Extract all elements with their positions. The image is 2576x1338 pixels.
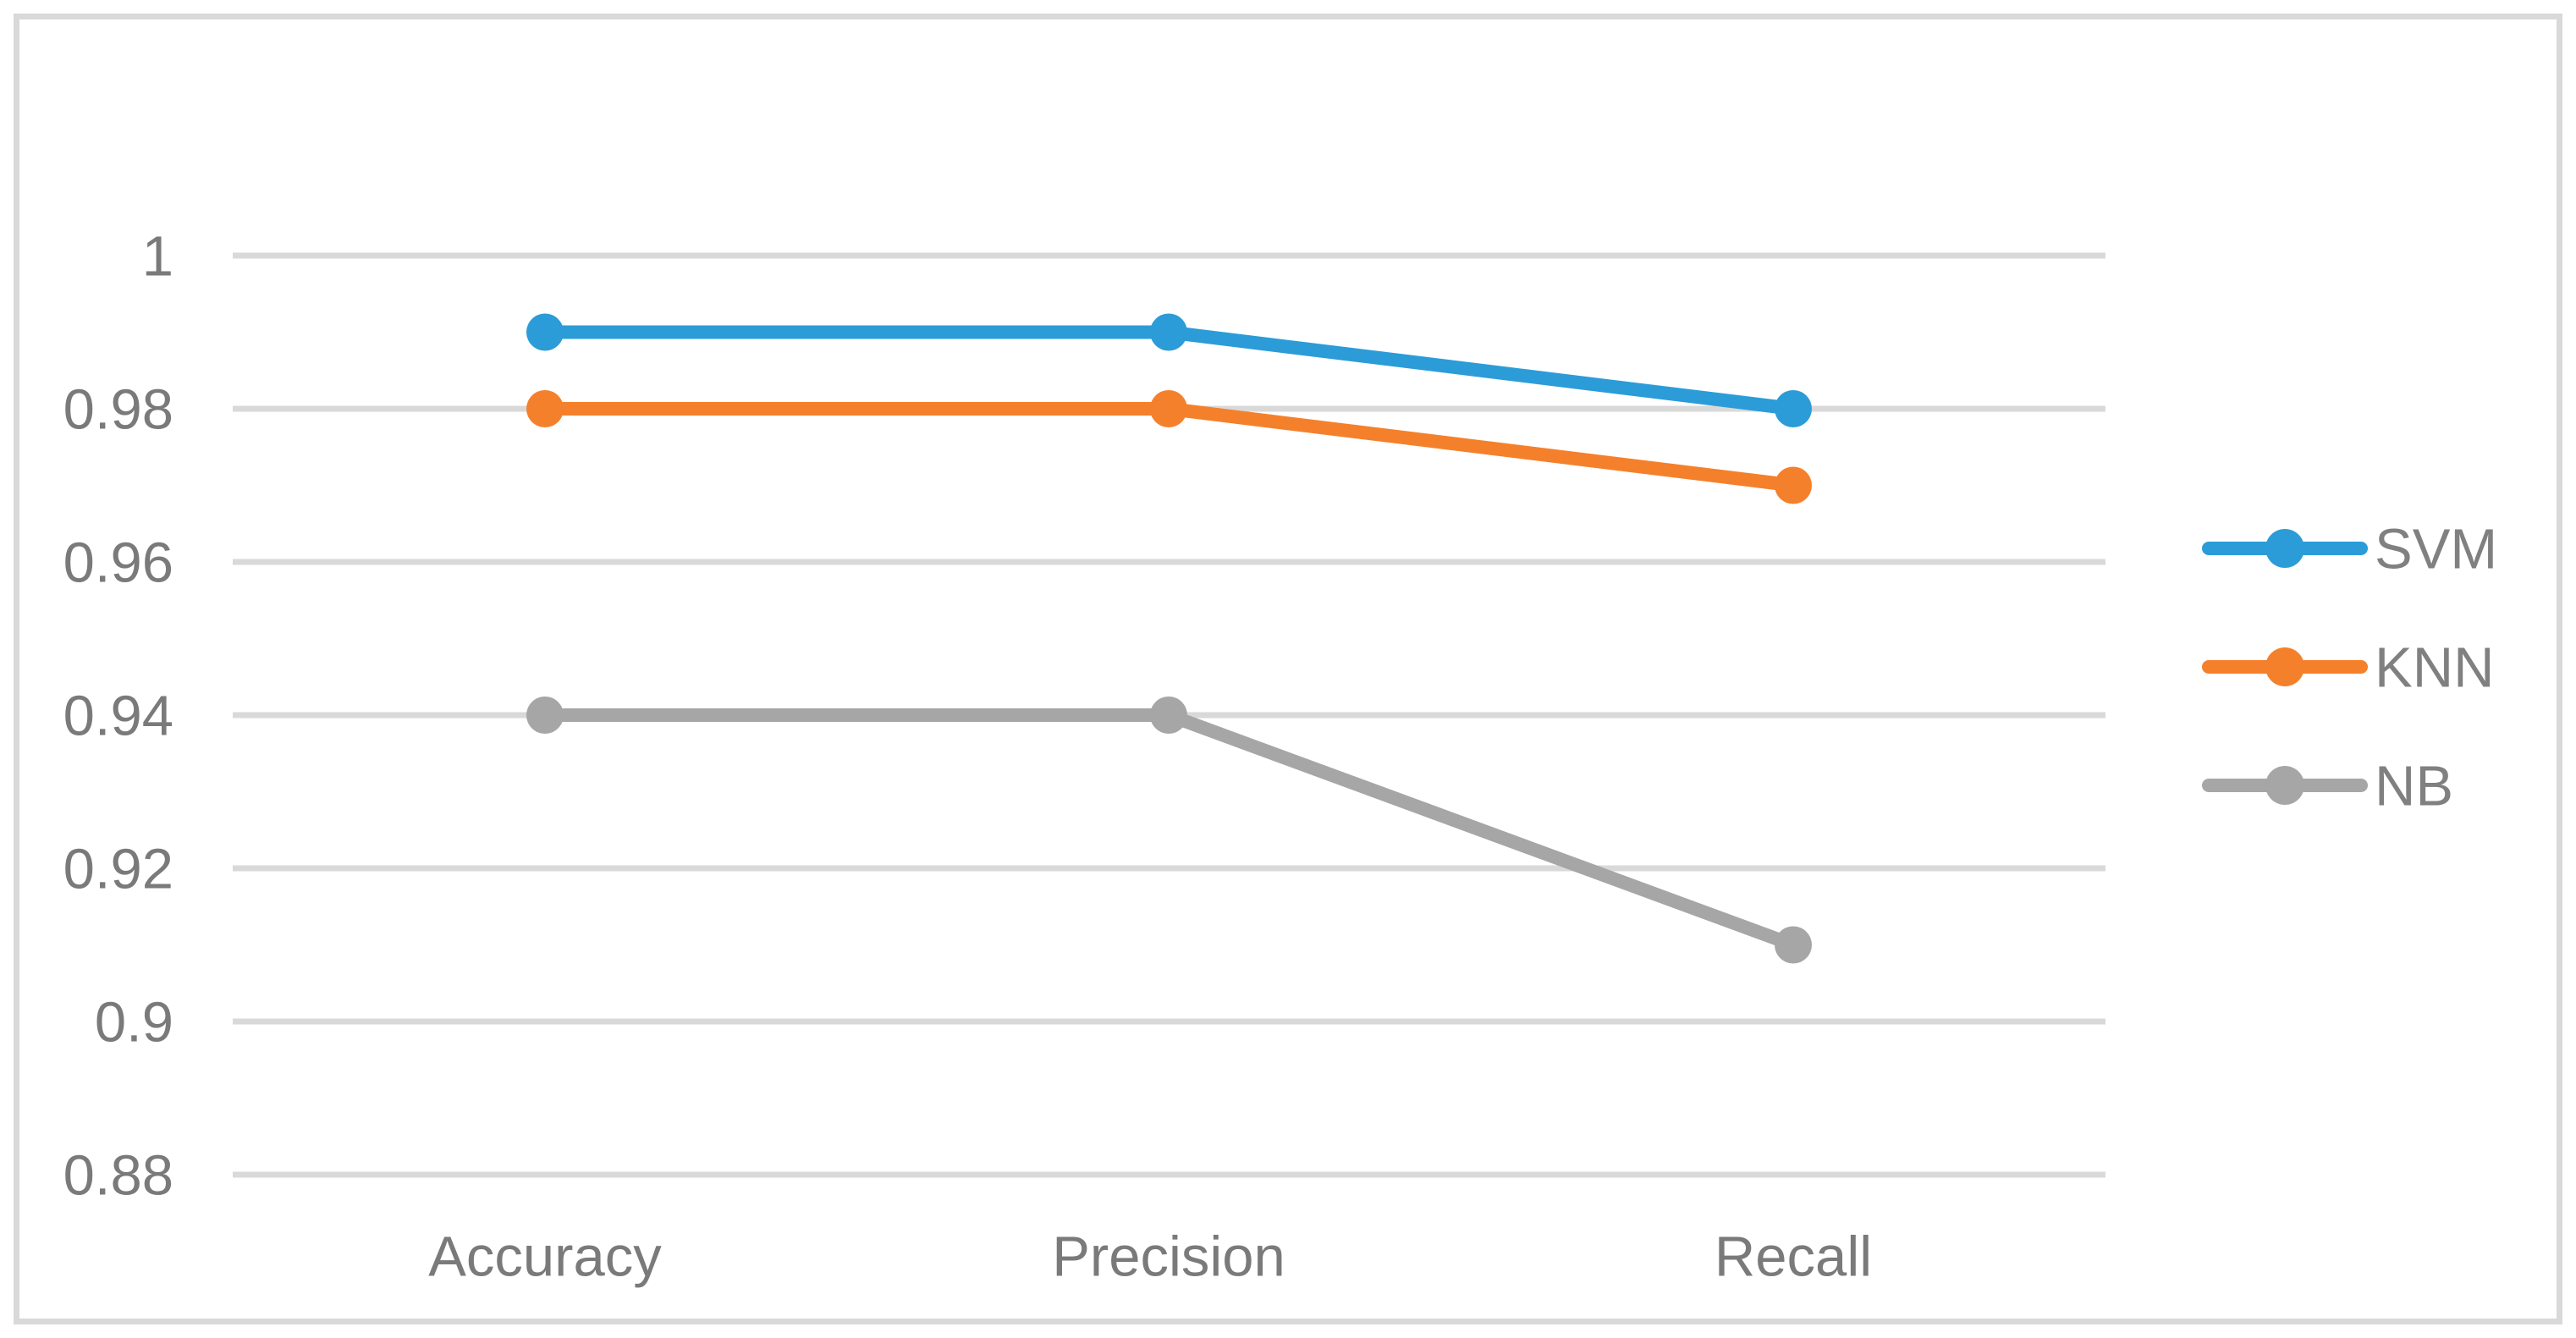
y-tick-label: 1 xyxy=(142,224,173,288)
data-point-marker xyxy=(1150,313,1187,351)
y-tick-label: 0.94 xyxy=(63,684,173,747)
series-nb xyxy=(526,697,1812,964)
data-point-marker xyxy=(1775,466,1812,504)
y-tick-label: 0.96 xyxy=(63,531,173,594)
data-point-marker xyxy=(1150,390,1187,427)
chart-frame-border xyxy=(14,14,2562,1324)
y-tick-label: 0.98 xyxy=(63,377,173,441)
legend-swatch-marker xyxy=(2265,766,2304,805)
data-point-marker xyxy=(1775,390,1812,427)
y-tick-label: 0.88 xyxy=(63,1143,173,1207)
x-category-label: Recall xyxy=(1715,1225,1872,1288)
legend-swatch-marker xyxy=(2265,647,2304,686)
data-point-marker xyxy=(526,697,564,734)
data-point-marker xyxy=(1150,697,1187,734)
x-category-label: Precision xyxy=(1052,1225,1285,1288)
y-tick-label: 0.92 xyxy=(63,837,173,900)
series-knn xyxy=(526,390,1812,504)
data-point-marker xyxy=(1775,926,1812,964)
legend-item-knn: KNN xyxy=(2202,636,2494,699)
series-line-nb xyxy=(538,708,1800,952)
legend-label: NB xyxy=(2375,754,2453,818)
legend: SVM KNN NB xyxy=(2202,517,2497,818)
x-category-label: Accuracy xyxy=(428,1225,662,1288)
data-point-marker xyxy=(526,390,564,427)
legend-item-nb: NB xyxy=(2202,754,2453,818)
x-axis-labels: Accuracy Precision Recall xyxy=(428,1225,1872,1288)
y-axis-labels: 1 0.98 0.96 0.94 0.92 0.9 0.88 xyxy=(63,224,173,1207)
series-svm xyxy=(526,313,1812,427)
legend-item-svm: SVM xyxy=(2202,517,2497,581)
data-point-marker xyxy=(526,313,564,351)
y-tick-label: 0.9 xyxy=(95,990,173,1054)
legend-label: KNN xyxy=(2375,636,2494,699)
legend-swatch-marker xyxy=(2265,529,2304,568)
legend-label: SVM xyxy=(2375,517,2497,581)
